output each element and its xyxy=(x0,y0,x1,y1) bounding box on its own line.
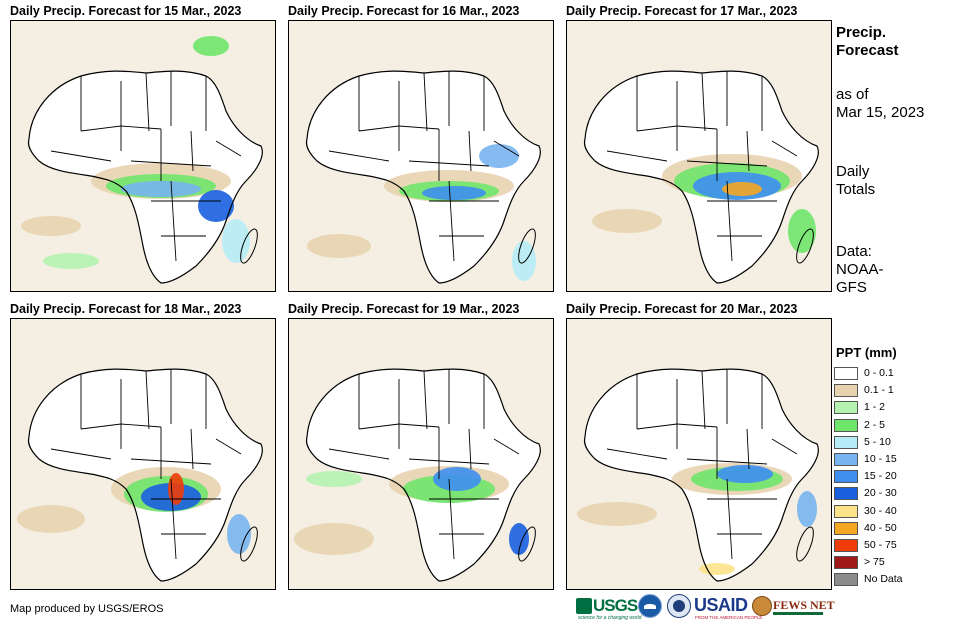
legend-label: 15 - 20 xyxy=(864,470,897,483)
legend-label: 5 - 10 xyxy=(864,435,891,448)
forecast-panel-1: Daily Precip. Forecast for 15 Mar., 2023 xyxy=(10,4,276,292)
legend-swatch xyxy=(834,521,858,535)
forecast-panel-5: Daily Precip. Forecast for 19 Mar., 2023 xyxy=(288,302,554,590)
daily-totals-line1: Daily xyxy=(836,163,870,180)
daily-totals-line2: Totals xyxy=(836,181,876,198)
panel-title: Daily Precip. Forecast for 15 Mar., 2023 xyxy=(10,4,242,18)
globe-icon xyxy=(752,596,772,616)
legend-label: 50 - 75 xyxy=(864,538,897,551)
forecast-title-line1: Precip. xyxy=(836,24,887,41)
legend-swatch xyxy=(834,487,858,501)
legend-swatch xyxy=(834,384,858,398)
usaid-logo: USAID FROM THE AMERICAN PEOPLE xyxy=(694,594,762,620)
africa-map xyxy=(567,21,831,291)
seal-logo-icon xyxy=(667,594,691,618)
legend-label: 20 - 30 xyxy=(864,487,897,500)
data-source: Data: NOAA- GFS xyxy=(836,243,884,297)
forecast-title-line2: Forecast xyxy=(836,42,899,59)
legend-label: 40 - 50 xyxy=(864,521,897,534)
legend-swatch xyxy=(834,504,858,518)
forecast-map xyxy=(288,20,554,292)
as-of-value: Mar 15, 2023 xyxy=(836,104,925,121)
noaa-logo-icon xyxy=(638,594,662,618)
africa-map xyxy=(567,319,831,589)
forecast-map xyxy=(566,318,832,590)
legend-swatch xyxy=(834,573,858,587)
legend-label: 1 - 2 xyxy=(864,401,886,414)
forecast-panel-6: Daily Precip. Forecast for 20 Mar., 2023 xyxy=(566,302,832,590)
africa-map xyxy=(11,21,275,291)
usgs-logo: USGS science for a changing world xyxy=(576,594,641,621)
legend-label: No Data xyxy=(864,573,903,586)
legend-label: 10 - 15 xyxy=(864,452,897,465)
legend-label: > 75 xyxy=(864,556,885,569)
legend-label: 30 - 40 xyxy=(864,504,897,517)
credit-text: Map produced by USGS/EROS xyxy=(10,603,164,615)
forecast-map xyxy=(288,318,554,590)
panel-title: Daily Precip. Forecast for 18 Mar., 2023 xyxy=(10,302,242,316)
legend-swatch xyxy=(834,401,858,415)
usgs-logo-text: USGS xyxy=(593,596,638,615)
legend-label: 0.1 - 1 xyxy=(864,384,894,397)
data-source-line3: GFS xyxy=(836,279,867,296)
forecast-panel-3: Daily Precip. Forecast for 17 Mar., 2023 xyxy=(566,4,832,292)
forecast-map xyxy=(10,20,276,292)
fews-net-logo: FEWS NET xyxy=(752,594,835,620)
forecast-map xyxy=(10,318,276,590)
legend-label: 0 - 0.1 xyxy=(864,367,894,379)
legend-swatch xyxy=(834,470,858,484)
forecast-panel-4: Daily Precip. Forecast for 18 Mar., 2023 xyxy=(10,302,276,590)
data-source-line1: Data: xyxy=(836,243,872,260)
legend-swatch xyxy=(834,556,858,570)
logo-strip: USGS science for a changing world USAID … xyxy=(576,594,835,621)
legend-title: PPT (mm) xyxy=(836,345,897,360)
forecast-title: Precip. Forecast xyxy=(836,24,899,60)
legend-swatch xyxy=(834,435,858,449)
legend-swatch xyxy=(834,452,858,466)
as-of-date: as of Mar 15, 2023 xyxy=(836,86,924,122)
fews-net-logo-text: FEWS NET xyxy=(773,598,835,612)
usgs-tagline: science for a changing world xyxy=(578,615,642,621)
legend-swatch xyxy=(834,538,858,552)
africa-map xyxy=(289,21,553,291)
data-source-line2: NOAA- xyxy=(836,261,884,278)
legend-label: 2 - 5 xyxy=(864,418,886,431)
daily-totals: Daily Totals xyxy=(836,163,875,199)
africa-map xyxy=(11,319,275,589)
africa-map xyxy=(289,319,553,589)
usaid-logo-text: USAID xyxy=(694,595,748,615)
usaid-tagline: FROM THE AMERICAN PEOPLE xyxy=(695,615,763,620)
forecast-map xyxy=(566,20,832,292)
as-of-label: as of xyxy=(836,86,869,103)
legend-swatch xyxy=(834,367,858,380)
legend-swatch xyxy=(834,418,858,432)
panel-title: Daily Precip. Forecast for 17 Mar., 2023 xyxy=(566,4,798,18)
forecast-panel-2: Daily Precip. Forecast for 16 Mar., 2023 xyxy=(288,4,554,292)
panel-title: Daily Precip. Forecast for 16 Mar., 2023 xyxy=(288,4,520,18)
panel-title: Daily Precip. Forecast for 19 Mar., 2023 xyxy=(288,302,520,316)
panel-title: Daily Precip. Forecast for 20 Mar., 2023 xyxy=(566,302,798,316)
usgs-wave-icon xyxy=(576,598,592,614)
